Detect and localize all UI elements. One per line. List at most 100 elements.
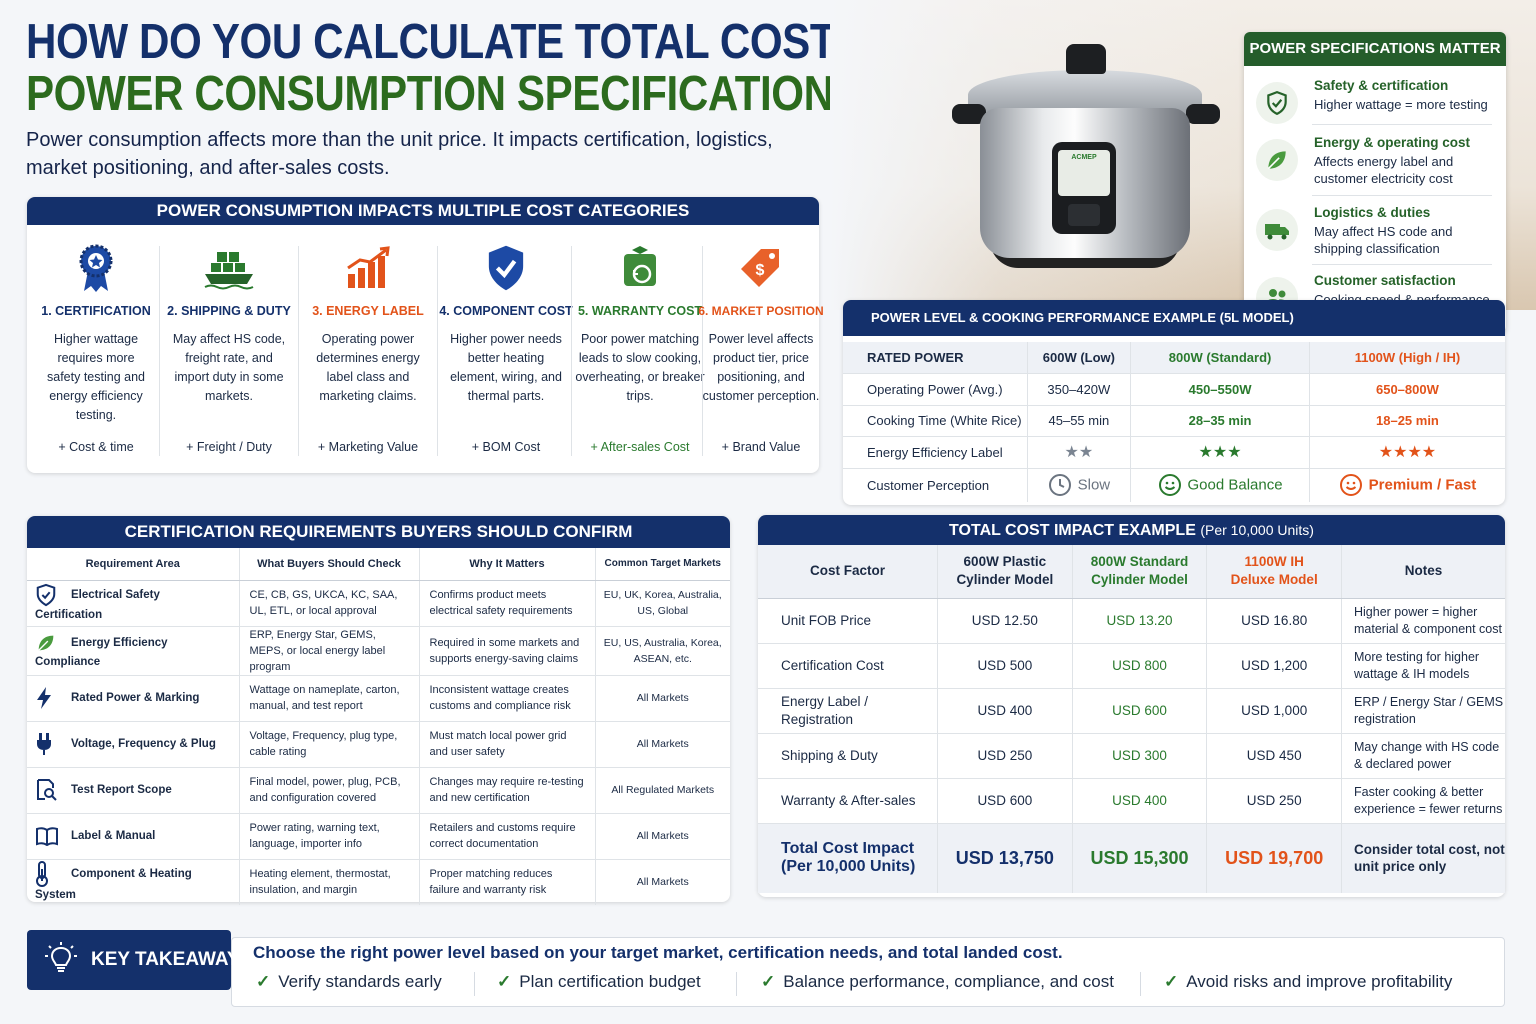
table-cell: Inconsistent wattage creates customs and… [419,675,596,722]
table-cell: USD 450 [1206,733,1342,779]
table-cell: Faster cooking & better experience = few… [1341,778,1505,824]
takeaway-label-box: KEY TAKEAWAY [27,930,240,990]
divider [298,246,299,456]
category-component: 4. COMPONENT COST Higher power needs bet… [437,240,575,464]
check-label: Avoid risks and improve profitability [1186,972,1453,991]
table-row: RATED POWER 600W (Low) 800W (Standard) 1… [843,342,1505,374]
divider [1312,264,1492,265]
table-cell: 350–420W [1027,373,1132,406]
takeaway-label: KEY TAKEAWAY [91,949,240,970]
category-footer: + After-sales Cost [590,440,690,454]
category-footer: + Marketing Value [317,440,419,454]
table-cell: USD 400 [937,688,1073,734]
table-cell: 800W (Standard) [1130,342,1310,374]
total-cost-title: TOTAL COST IMPACT EXAMPLE (Per 10,000 Un… [758,515,1505,545]
spec-item-desc: Higher wattage = more testing [1314,97,1488,112]
divider [736,972,737,996]
lightbulb-icon [45,942,77,978]
table-cell: USD 13.20 [1072,598,1208,644]
categories-title: POWER CONSUMPTION IMPACTS MULTIPLE COST … [27,197,819,225]
table-row: Energy Efficiency Label ★★ ★★★ ★★★★ [843,436,1505,469]
table-cell: All Markets [595,813,730,860]
table-cell: USD 800 [1072,643,1208,689]
table-cell: Warranty & After-sales [758,778,938,824]
table-cell: Rated Power & Marking [27,675,240,722]
clock-icon [1048,473,1072,497]
table-cell: RATED POWER [843,342,1028,374]
column-header: Common Target Markets [595,548,730,581]
category-desc: Poor power matching leads to slow cookin… [575,332,705,403]
spec-item-title: Energy & operating cost [1314,135,1471,150]
category-title: 6. MARKET POSITION [698,304,824,318]
table-cell: Voltage, Frequency, plug type, cable rat… [239,721,420,768]
spec-item-energy: Energy & operating cost Affects energy l… [1256,135,1496,197]
table-cell: Power rating, warning text, language, im… [239,813,420,860]
shield-check-icon [437,240,575,296]
table-cell: Energy Label / Registration [758,688,938,734]
award-ribbon-icon [27,240,165,296]
table-row: Voltage, Frequency & Plug Voltage, Frequ… [27,721,730,768]
rice-cooker-handle-right [1186,104,1220,124]
table-cell: May change with HS code & declared power [1341,733,1505,779]
table-cell: Final model, power, plug, PCB, and confi… [239,767,420,814]
column-header: Cost Factor [758,545,938,599]
category-footer: + Cost & time [58,440,134,454]
table-cell: 45–55 min [1027,405,1132,437]
certification-title: CERTIFICATION REQUIREMENTS BUYERS SHOULD… [27,516,730,548]
table-cell: All Markets [595,721,730,768]
perception-standard: Good Balance [1187,476,1283,494]
table-row: Component & Heating System Heating eleme… [27,859,730,905]
category-title: 1. CERTIFICATION [41,304,151,318]
table-cell: USD 250 [1206,778,1342,824]
table-cell: 18–25 min [1309,405,1505,437]
performance-title: POWER LEVEL & COOKING PERFORMANCE EXAMPL… [843,300,1505,336]
table-cell: 650–800W [1309,373,1505,406]
table-row: Customer Perception Slow Good Balance Pr… [843,468,1505,502]
table-cell: Operating Power (Avg.) [843,373,1028,406]
divider [1140,972,1141,996]
check-icon: ✓ [256,972,271,991]
column-header: What Buyers Should Check [239,548,420,581]
table-cell: ERP, Energy Star, GEMS, MEPS, or local e… [239,626,420,676]
divider [1312,124,1492,125]
table-cell: Customer Perception [843,468,1028,502]
table-cell: Test Report Scope [27,767,240,814]
category-certification: 1. CERTIFICATION Higher wattage requires… [27,240,165,464]
category-warranty: 5. WARRANTY COST Poor power matching lea… [571,240,709,464]
table-cell: 28–35 min [1130,405,1310,437]
takeaway-card [231,937,1505,1007]
shield-check-icon [1256,82,1298,124]
column-header: 800W Standard Cylinder Model [1072,545,1208,599]
price-tag-icon: $ [698,240,824,296]
table-cell: USD 12.50 [937,598,1073,644]
table-cell: Energy Efficiency Compliance [27,626,240,676]
rice-cooker-switch [1068,204,1100,226]
table-cell: Must match local power grid and user saf… [419,721,596,768]
warranty-box-icon [571,240,709,296]
table-cell: Energy Efficiency Label [843,436,1028,469]
table-row: Test Report Scope Final model, power, pl… [27,767,730,814]
total-cost-title-main: TOTAL COST IMPACT EXAMPLE [949,522,1196,539]
table-cell: EU, US, Australia, Korea, ASEAN, etc. [595,626,730,676]
category-desc: May affect HS code, freight rate, and im… [172,332,286,403]
table-row: Cooking Time (White Rice) 45–55 min 28–3… [843,405,1505,437]
column-header: 600W Plastic Cylinder Model [937,545,1073,599]
table-row: Electrical Safety Certification CE, CB, … [27,580,730,627]
takeaway-check-item: ✓ Avoid risks and improve profitability [1164,972,1452,992]
takeaway-check-item: ✓ Plan certification budget [497,972,701,992]
table-row: Shipping & Duty USD 250 USD 300 USD 450 … [758,733,1505,779]
smile-icon [1339,473,1363,497]
category-title: 3. ENERGY LABEL [312,304,424,318]
table-row: Warranty & After-sales USD 600 USD 400 U… [758,778,1505,824]
divider [474,972,475,996]
spec-item-desc: May affect HS code and shipping classifi… [1314,224,1453,256]
table-cell: Consider total cost, not unit price only [1341,823,1505,893]
rice-cooker-brand: ACMEP [1071,154,1097,161]
table-row: Operating Power (Avg.) 350–420W 450–550W… [843,373,1505,406]
spec-item-title: Logistics & duties [1314,205,1431,220]
divider [571,246,572,456]
category-market: $ 6. MARKET POSITION Power level affects… [698,240,824,464]
table-cell: USD 15,300 [1072,823,1208,893]
rice-cooker-display: ACMEP [1058,150,1110,196]
check-icon: ✓ [761,972,776,991]
